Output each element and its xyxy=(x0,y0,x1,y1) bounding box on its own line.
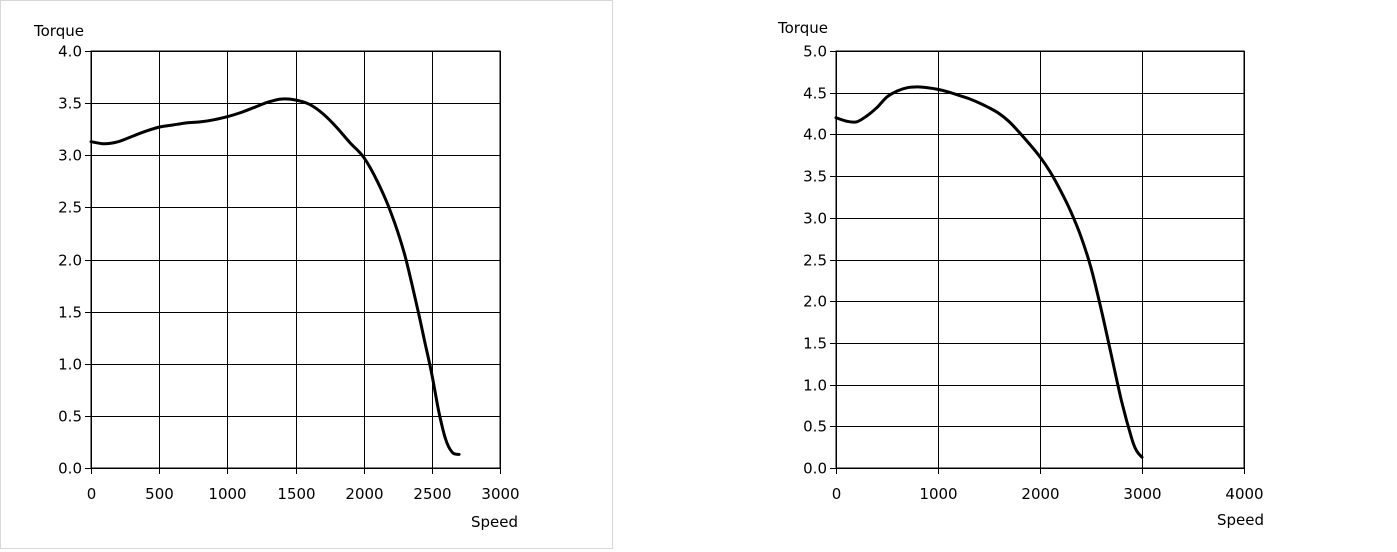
y-tick-label: 5.0 xyxy=(803,43,827,61)
y-tick-label: 2.0 xyxy=(58,252,82,270)
y-tick-label: 2.0 xyxy=(803,293,827,311)
y-tick-label: 1.0 xyxy=(58,356,82,374)
x-tick-label: 0 xyxy=(87,485,97,503)
x-tick-label: 500 xyxy=(145,485,174,503)
torque-speed-chart-left: 0.0 0.5 1.0 1.5 2.0 2.5 3.0 3.5 4.0 0 500 1000 1500 2… xyxy=(33,22,520,531)
x-tick-label: 1500 xyxy=(277,485,315,503)
y-axis-title: Torque xyxy=(777,19,828,37)
y-tick-label: 2.5 xyxy=(58,199,82,217)
y-tick-label: 1.5 xyxy=(58,304,82,322)
y-tick-label: 4.0 xyxy=(803,126,827,144)
left-panel-border xyxy=(0,0,613,549)
y-tick-label: 1.5 xyxy=(803,335,827,353)
y-tick-label: 3.5 xyxy=(58,95,82,113)
torque-curve xyxy=(834,85,1144,459)
y-tick-label: 0.0 xyxy=(58,460,82,478)
x-axis-title: Speed xyxy=(1217,511,1264,529)
x-tick-label: 0 xyxy=(832,485,842,503)
x-axis-title: Speed xyxy=(471,513,518,531)
x-tick-label: 1000 xyxy=(208,485,246,503)
y-tick-label: 3.0 xyxy=(803,210,827,228)
x-tick-label: 1000 xyxy=(919,485,957,503)
y-tick-label: 0.5 xyxy=(803,418,827,436)
x-tick-label: 2500 xyxy=(413,485,451,503)
y-tick-label: 3.0 xyxy=(58,147,82,165)
torque-curve xyxy=(89,97,461,456)
x-tick-label: 2000 xyxy=(1021,485,1059,503)
y-tick-label: 3.5 xyxy=(803,168,827,186)
y-tick-label: 4.0 xyxy=(58,43,82,61)
y-axis-title: Torque xyxy=(33,22,84,40)
y-tick-label: 0.0 xyxy=(803,460,827,478)
torque-speed-chart-right: 0.0 0.5 1.0 1.5 2.0 2.5 3.0 3.5 4.0 4.5 5.0 0 1000 20… xyxy=(777,19,1264,529)
x-tick-label: 3000 xyxy=(481,485,519,503)
y-tick-label: 4.5 xyxy=(803,85,827,103)
x-tick-label: 3000 xyxy=(1123,485,1161,503)
x-tick-label: 4000 xyxy=(1225,485,1263,503)
x-tick-label: 2000 xyxy=(345,485,383,503)
y-tick-label: 1.0 xyxy=(803,377,827,395)
y-tick-label: 2.5 xyxy=(803,252,827,270)
y-tick-label: 0.5 xyxy=(58,408,82,426)
